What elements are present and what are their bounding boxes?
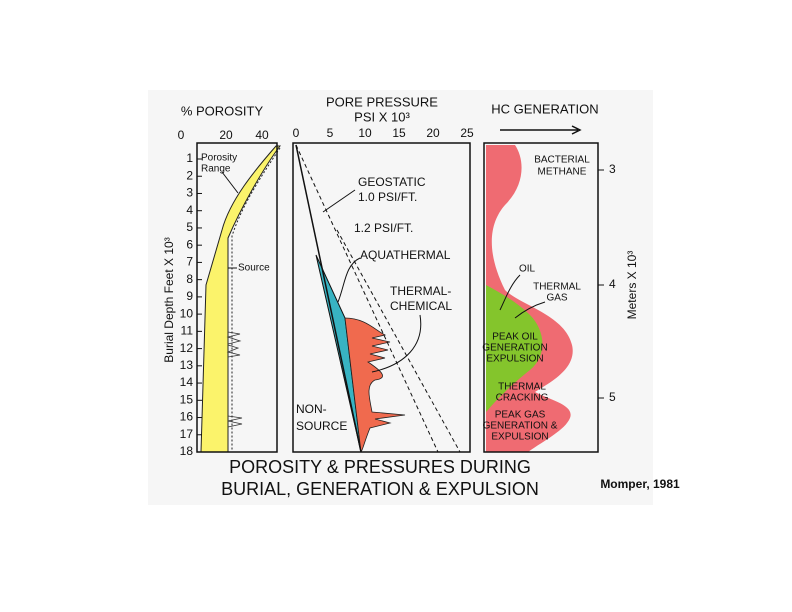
gradient-line — [336, 229, 461, 453]
tick-label: 16 — [180, 410, 194, 424]
caption: BURIAL, GENERATION & EXPULSION — [221, 479, 539, 499]
tick-label: 3 — [609, 162, 616, 176]
arrow — [500, 125, 582, 135]
label: 1.2 PSI/FT. — [354, 221, 413, 235]
tick-label: 8 — [186, 272, 193, 286]
tick-label: 4 — [186, 203, 193, 217]
label: Range — [201, 164, 231, 175]
tick-label: 17 — [180, 427, 194, 441]
axis-label: Burial Depth Feet X 10³ — [162, 237, 176, 362]
tick-label: 14 — [180, 375, 194, 389]
oil-window — [486, 285, 543, 412]
tick-label: 18 — [180, 444, 194, 458]
porosity-box — [196, 142, 278, 453]
arrow — [337, 257, 361, 303]
label: GENERATION — [482, 343, 547, 354]
label: OIL — [519, 264, 536, 275]
credit: Momper, 1981 — [600, 477, 680, 491]
caption: POROSITY & PRESSURES DURING — [229, 457, 531, 477]
tick-label: 0 — [293, 126, 300, 140]
panel-title: PORE PRESSURE — [326, 94, 438, 109]
tick-label: 10 — [358, 126, 372, 140]
tick-label: 0 — [178, 128, 185, 142]
tick-label: 1 — [186, 151, 193, 165]
label: AQUATHERMAL — [360, 248, 451, 262]
tick-label: 5 — [609, 390, 616, 404]
label: 1.0 PSI/FT. — [358, 190, 417, 204]
tick-label: 7 — [186, 255, 193, 269]
label: EXPULSION — [486, 354, 543, 365]
tick-label: 15 — [392, 126, 406, 140]
tick-label: 25 — [460, 126, 474, 140]
tick-label: 3 — [186, 186, 193, 200]
tick-label: 5 — [327, 126, 334, 140]
label: CRACKING — [496, 393, 549, 404]
label: CHEMICAL — [390, 299, 452, 313]
geostatic-line — [295, 144, 439, 453]
tick-label: 10 — [180, 306, 194, 320]
arrow — [499, 274, 521, 311]
label: THERMAL — [498, 382, 546, 393]
pressure-box — [292, 142, 471, 453]
source-line — [231, 147, 281, 452]
arrow — [322, 189, 356, 213]
tick-label: 20 — [219, 128, 233, 142]
label: GAS — [546, 293, 567, 304]
panel-title: PSI X 10³ — [354, 109, 410, 124]
panel-title: % POROSITY — [181, 103, 264, 118]
label: NON- — [296, 402, 327, 416]
tick-label: 2 — [186, 168, 193, 182]
tick-label: 12 — [180, 341, 194, 355]
tick-label: 4 — [609, 277, 616, 291]
label: Porosity — [201, 153, 237, 164]
label: GEOSTATIC — [358, 175, 426, 189]
tick-label: 11 — [181, 324, 194, 338]
arrow — [221, 171, 239, 194]
label: THERMAL — [533, 282, 581, 293]
label: THERMAL- — [390, 284, 451, 298]
label: PEAK OIL — [492, 332, 538, 343]
tick-label: 15 — [180, 392, 194, 406]
label: Source — [238, 263, 270, 274]
tick-label: 6 — [186, 237, 193, 251]
tick-label: 40 — [255, 128, 269, 142]
axis-label: Meters X 10³ — [625, 251, 639, 320]
panel-title: HC GENERATION — [491, 101, 598, 116]
label: METHANE — [538, 167, 587, 178]
arrow — [371, 314, 422, 373]
label: PEAK GAS — [495, 410, 546, 421]
tick-label: 20 — [426, 126, 440, 140]
hc-box — [483, 142, 599, 453]
arrow — [514, 301, 546, 319]
tick-label: 13 — [180, 358, 194, 372]
thermal-chemical-region — [344, 317, 406, 453]
label: SOURCE — [296, 419, 347, 433]
label: EXPULSION — [491, 432, 548, 443]
tick-label: 9 — [186, 289, 193, 303]
hydrostatic-line — [295, 144, 362, 453]
label: BACTERIAL — [534, 155, 590, 166]
label: GENERATION & — [483, 421, 558, 432]
tick-label: 5 — [186, 220, 193, 234]
porosity-spikes — [226, 331, 243, 428]
